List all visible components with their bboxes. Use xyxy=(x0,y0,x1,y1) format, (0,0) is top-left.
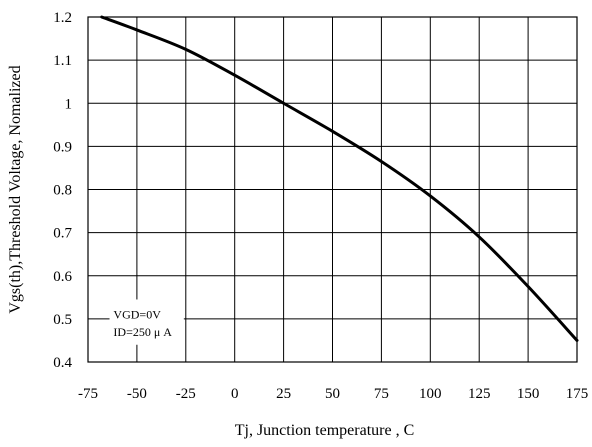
y-tick-label: 0.9 xyxy=(53,139,72,155)
y-tick-label: 0.4 xyxy=(53,355,72,371)
y-tick-label: 1.2 xyxy=(53,10,72,26)
x-tick-label: 150 xyxy=(517,386,540,402)
x-tick-label: -50 xyxy=(127,386,147,402)
x-tick-label: 25 xyxy=(276,386,291,402)
x-tick-label: 0 xyxy=(231,386,239,402)
series-line-0 xyxy=(100,15,579,342)
y-tick-labels: 0.4 0.5 0.6 0.7 0.8 0.9 1 1.1 1.2 xyxy=(53,10,72,371)
annotation-id: ID=250 μ A xyxy=(113,325,172,339)
x-tick-label: 100 xyxy=(419,386,442,402)
y-axis-title: Vgs(th),Threshold Voltage, Nomalized xyxy=(7,65,24,313)
y-tick-label: 0.7 xyxy=(53,226,72,242)
plot-frame xyxy=(87,16,578,363)
x-axis-title: Tj, Junction temperature , C xyxy=(235,422,415,439)
x-tick-labels: -75 -50 -25 0 25 50 75 100 125 150 175 xyxy=(78,386,588,402)
x-tick-label: 50 xyxy=(325,386,340,402)
x-tick-label: -75 xyxy=(78,386,98,402)
annotation-vgd: VGD=0V xyxy=(113,308,161,322)
annotation-box: VGD=0V ID=250 μ A xyxy=(109,299,184,345)
y-tick-label: 0.5 xyxy=(53,312,72,328)
y-tick-label: 1.1 xyxy=(53,53,72,69)
x-tick-label: 175 xyxy=(566,386,589,402)
y-tick-label: 1 xyxy=(65,96,73,112)
x-tick-label: 75 xyxy=(374,386,389,402)
y-tick-label: 0.6 xyxy=(53,269,72,285)
y-tick-label: 0.8 xyxy=(53,183,72,199)
x-tick-label: 125 xyxy=(468,386,491,402)
x-tick-label: -25 xyxy=(176,386,196,402)
series-group xyxy=(100,15,579,342)
annotation-background xyxy=(109,299,184,345)
